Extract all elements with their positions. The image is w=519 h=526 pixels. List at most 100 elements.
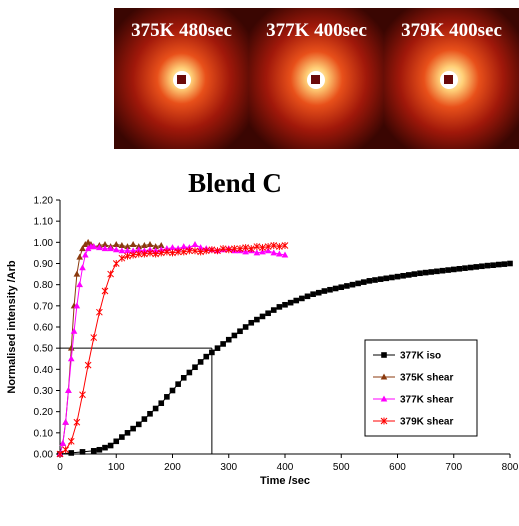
data-point <box>67 344 75 351</box>
data-point <box>439 267 446 274</box>
data-point <box>124 252 131 260</box>
data-point <box>355 280 361 287</box>
legend-label: 375K shear <box>400 373 453 384</box>
data-point <box>107 270 114 278</box>
data-point <box>112 246 120 253</box>
data-point <box>68 450 75 456</box>
data-point <box>180 375 187 381</box>
data-point <box>270 249 278 256</box>
data-point <box>377 276 384 282</box>
x-tick-label: 0 <box>57 462 63 473</box>
data-point <box>118 254 126 262</box>
data-point <box>490 262 496 268</box>
data-point <box>208 246 216 254</box>
data-point <box>253 249 261 256</box>
data-point <box>157 249 165 257</box>
series-line <box>59 244 286 455</box>
data-point <box>124 247 131 254</box>
data-point <box>76 281 83 288</box>
data-point <box>349 281 356 288</box>
data-point <box>360 279 367 285</box>
data-point <box>90 448 97 454</box>
data-point <box>73 302 81 309</box>
data-point <box>191 247 199 255</box>
data-point <box>169 387 176 394</box>
data-point <box>293 297 300 304</box>
data-point <box>236 245 244 253</box>
data-point <box>169 249 176 257</box>
data-point <box>231 245 238 253</box>
data-point <box>242 324 249 330</box>
y-tick-label: 0.10 <box>34 428 54 439</box>
x-tick-label: 200 <box>164 462 181 473</box>
data-point <box>197 248 204 256</box>
legend-label: 379K shear <box>400 417 453 428</box>
data-point <box>79 391 86 399</box>
data-point <box>112 260 120 267</box>
data-point <box>90 243 98 250</box>
y-tick-label: 0.00 <box>34 450 54 461</box>
y-tick-label: 0.70 <box>34 301 54 312</box>
scattering-pattern <box>249 8 384 149</box>
scattering-pattern <box>114 8 249 149</box>
data-point <box>157 242 165 249</box>
data-point <box>62 418 69 425</box>
data-point <box>107 442 114 449</box>
data-point <box>102 444 108 451</box>
data-point <box>428 269 435 275</box>
x-tick-label: 600 <box>389 462 406 473</box>
data-point <box>253 243 261 251</box>
data-point <box>242 248 249 255</box>
data-point <box>152 243 159 250</box>
data-point <box>501 261 508 267</box>
y-tick-label: 0.60 <box>34 323 54 334</box>
y-tick-label: 0.20 <box>34 407 54 418</box>
data-point <box>146 240 154 247</box>
data-point <box>82 251 89 258</box>
data-point <box>96 308 103 316</box>
data-point <box>197 359 204 365</box>
saxs-panel: 375K 480sec <box>114 8 249 149</box>
data-point <box>113 438 120 445</box>
legend-marker <box>380 395 388 402</box>
x-tick-label: 500 <box>333 462 350 473</box>
data-point <box>422 269 429 276</box>
data-point <box>101 240 109 247</box>
data-point <box>462 265 468 271</box>
data-point <box>174 248 182 256</box>
data-point <box>141 242 148 249</box>
data-point <box>254 316 260 323</box>
data-point <box>191 240 199 247</box>
data-point <box>175 381 181 387</box>
data-point <box>67 437 75 445</box>
data-point <box>147 410 153 417</box>
data-point <box>73 418 81 426</box>
data-point <box>259 244 266 252</box>
data-point <box>209 349 215 356</box>
legend-marker <box>381 352 387 358</box>
data-point <box>73 270 81 277</box>
data-point <box>90 334 98 342</box>
data-point <box>141 250 148 258</box>
data-point <box>344 283 350 289</box>
data-point <box>304 293 311 300</box>
data-point <box>225 336 232 343</box>
data-point <box>456 265 463 272</box>
data-point <box>65 387 72 393</box>
data-point <box>118 242 126 249</box>
data-point <box>242 244 249 252</box>
x-tick-label: 100 <box>108 462 125 473</box>
data-point <box>264 247 272 254</box>
data-point <box>445 267 451 273</box>
data-point <box>327 286 333 293</box>
data-point <box>84 361 92 369</box>
y-tick-label: 0.50 <box>34 344 54 355</box>
data-point <box>180 248 188 256</box>
data-point <box>372 277 378 283</box>
data-point <box>135 246 143 253</box>
data-point <box>321 288 328 294</box>
y-tick-label: 1.00 <box>34 238 54 249</box>
x-tick-label: 800 <box>502 462 519 473</box>
data-point <box>270 242 278 250</box>
data-point <box>135 243 143 250</box>
